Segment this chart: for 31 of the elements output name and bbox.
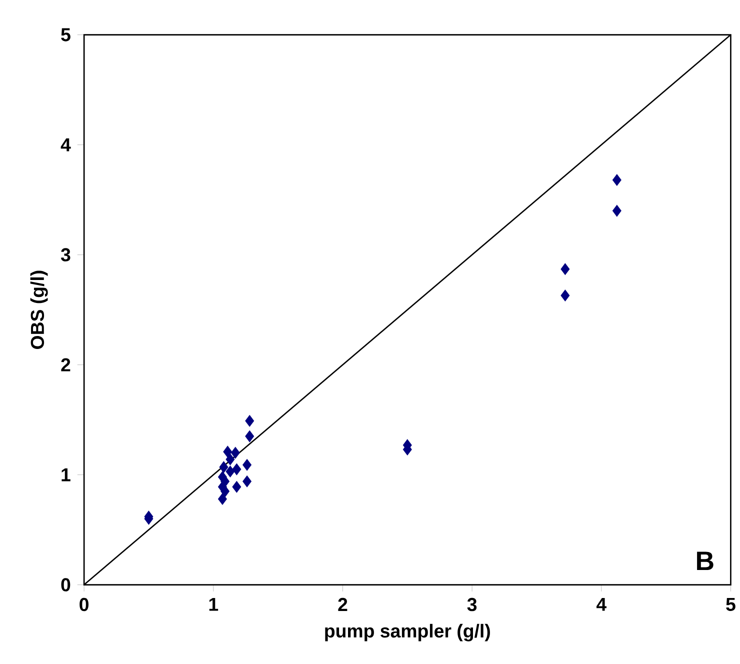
point	[230, 446, 240, 459]
x-tick-label: 2	[338, 598, 348, 611]
point	[245, 430, 254, 442]
y-tick-label: 5	[61, 28, 70, 42]
x-tick-label: 1	[209, 598, 218, 611]
point	[612, 174, 622, 186]
y-tick-label: 3	[60, 248, 70, 262]
point	[223, 446, 232, 458]
x-tick-label: 0	[80, 598, 88, 612]
point	[242, 476, 252, 488]
point	[219, 461, 228, 473]
y-axis-title: OBS (g/l)	[30, 270, 48, 349]
point	[218, 493, 227, 505]
point	[242, 459, 252, 471]
x-tick-label: 4	[596, 598, 606, 611]
point	[560, 263, 570, 275]
point	[226, 466, 235, 478]
y-tick-label: 1	[62, 468, 70, 482]
point	[612, 204, 622, 217]
y-tick-label: 2	[61, 358, 70, 372]
point	[560, 290, 570, 302]
x-tick-label: 5	[726, 598, 736, 611]
x-tick-label: 3	[467, 598, 477, 612]
annotation: B	[697, 552, 714, 570]
x-axis-title: pump sampler (g/l)	[325, 624, 490, 642]
point	[232, 481, 242, 493]
y-tick-label: 4	[60, 138, 71, 152]
point	[226, 454, 235, 466]
point	[245, 415, 254, 427]
y-tick-label: 0	[61, 578, 70, 592]
point	[232, 463, 242, 476]
